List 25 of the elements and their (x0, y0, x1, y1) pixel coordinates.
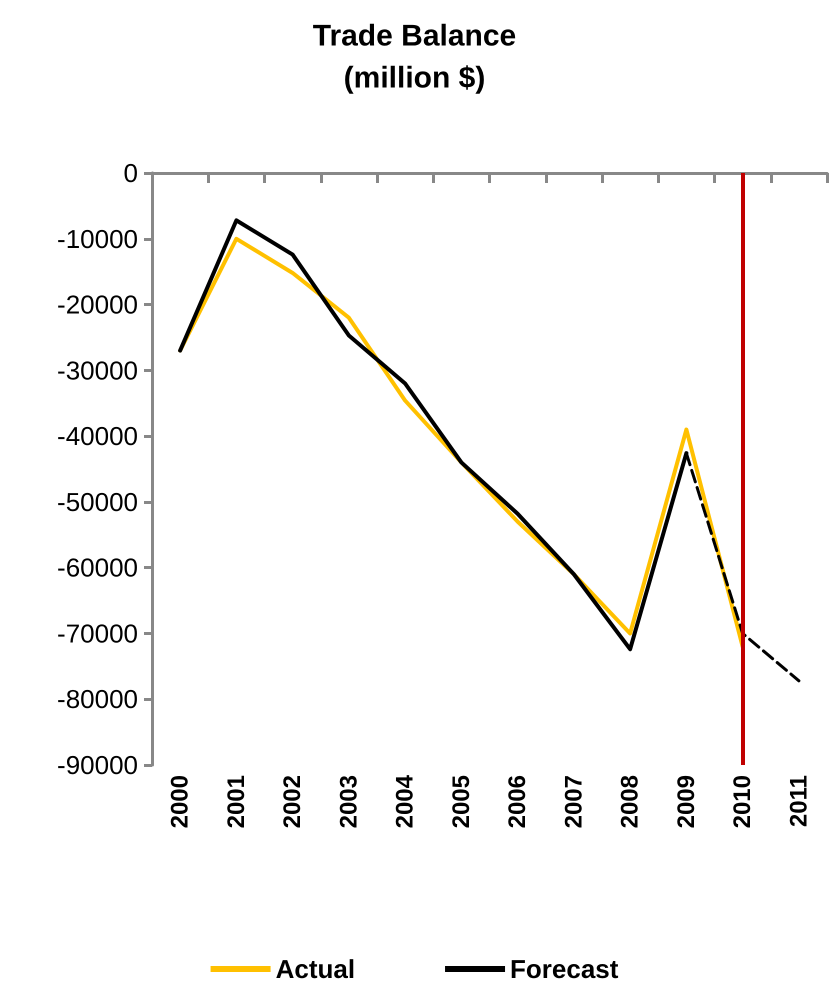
x-tick-label: 2004 (392, 774, 419, 828)
y-tick-label: -30000 (57, 355, 138, 386)
y-tick-label: -20000 (57, 290, 138, 320)
x-tick-label: 2007 (560, 775, 588, 828)
y-tick-label: -60000 (57, 552, 138, 583)
y-tick-label: -10000 (57, 224, 138, 254)
x-tick-label: 2003 (335, 775, 362, 828)
legend-label: Actual (276, 954, 356, 984)
y-tick-label: -50000 (57, 486, 138, 517)
chart-title: Trade Balance (million $) (312, 20, 516, 94)
x-tick-label: 2009 (672, 775, 700, 828)
x-tick-label: 2006 (504, 775, 532, 828)
x-tick-label: 2008 (616, 775, 644, 828)
x-tick-label: 2002 (279, 775, 306, 828)
x-tick-label: 2000 (166, 775, 194, 828)
y-tick-label: -90000 (57, 750, 138, 780)
y-tick-label: -70000 (57, 618, 138, 648)
x-tick-label: 2001 (222, 775, 250, 828)
legend-label: Forecast (510, 954, 619, 984)
x-tick-label: 2005 (448, 775, 475, 828)
x-tick-label: 2010 (729, 775, 756, 828)
y-tick-label: -80000 (57, 684, 138, 714)
x-tick-label: 2011 (785, 775, 812, 828)
y-tick-label: -40000 (57, 421, 138, 452)
y-tick-label: 0 (124, 158, 138, 188)
